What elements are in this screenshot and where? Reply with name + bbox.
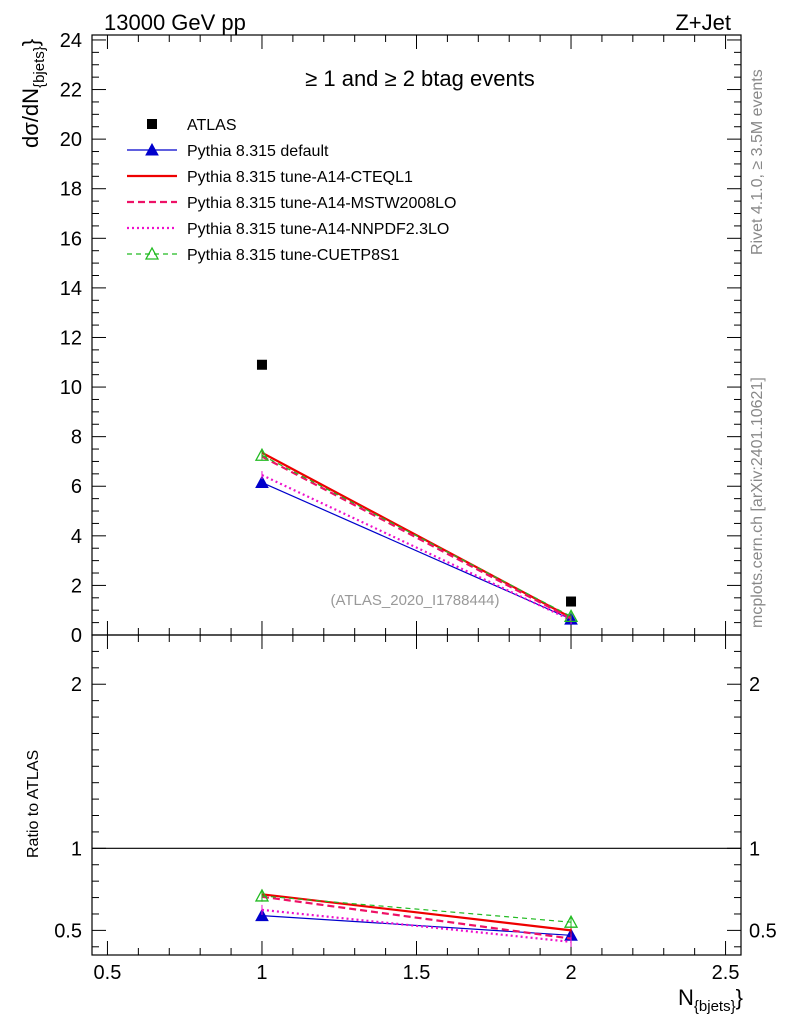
x-axis-label: N{bjets}} (678, 985, 743, 1015)
series-4-ratio-line (261, 895, 572, 923)
ratio-y-tick-label: 2 (71, 674, 82, 696)
ratio-plot-frame (91, 634, 742, 956)
mcplots-side-label: mcplots.cern.ch [arXiv:2401.10621] (749, 377, 766, 628)
y-label-main: dσ/dN (18, 88, 43, 148)
ratio-y-tick-label-right: 1 (749, 838, 760, 860)
y-tick-label: 14 (60, 278, 82, 300)
y-tick-label: 8 (71, 427, 82, 449)
y-tick-label: 10 (60, 377, 82, 399)
x-label-main: N (678, 985, 694, 1010)
y-tick-label: 20 (60, 129, 82, 151)
series-4-ratio-point (563, 914, 579, 928)
series-1-ratio-line (261, 893, 572, 932)
series-0-ratio-point (255, 908, 269, 922)
series-4-line (261, 454, 572, 617)
plot-title: ≥ 1 and ≥ 2 btag events (305, 66, 535, 91)
y-tick-label: 24 (60, 30, 82, 52)
y-label-end: } (18, 39, 43, 46)
atlas-data-point (256, 359, 267, 370)
y-axis-label: dσ/dN{bjets}} (18, 39, 48, 148)
legend-atlas-label: ATLAS (187, 117, 237, 134)
y-tick-label: 0 (71, 625, 82, 647)
legend-label-2: Pythia 8.315 tune-A14-MSTW2008LO (187, 195, 456, 212)
right-title: Z+Jet (675, 10, 731, 35)
x-tick-label: 2.5 (712, 962, 740, 984)
series-4-point (563, 609, 579, 623)
series-3-line (261, 474, 572, 622)
legend-marker-4 (144, 246, 160, 260)
x-tick-label: 0.5 (94, 962, 122, 984)
x-label-sub: {bjets} (694, 998, 736, 1015)
ratio-y-tick-label-right: 2 (749, 674, 760, 696)
y-tick-label: 18 (60, 179, 82, 201)
series-4-ratio-point (254, 888, 270, 902)
ratio-y-tick-label: 0.5 (54, 920, 82, 942)
legend-marker-0 (145, 142, 159, 156)
y-tick-label: 22 (60, 80, 82, 102)
legend-label-4: Pythia 8.315 tune-CUETP8S1 (187, 247, 400, 264)
y-tick-label: 4 (71, 526, 82, 548)
y-axis-label-text: dσ/dN{bjets}} (18, 39, 48, 148)
series-2-ratio-line (261, 895, 572, 940)
x-tick-label: 1.5 (403, 962, 431, 984)
series-0-point (255, 475, 269, 489)
series-0-line (261, 481, 572, 620)
x-label-end: } (736, 985, 743, 1010)
legend-label-1: Pythia 8.315 tune-A14-CTEQL1 (187, 169, 413, 186)
series-4-point (254, 447, 270, 461)
ratio-y-tick-label: 1 (71, 838, 82, 860)
analysis-watermark: (ATLAS_2020_I1788444) (330, 592, 499, 609)
y-label-sub: {bjets} (31, 46, 48, 88)
left-title: 13000 GeV pp (104, 10, 246, 35)
legend-atlas-marker (147, 119, 157, 129)
series-2-line (261, 455, 572, 620)
legend-label-3: Pythia 8.315 tune-A14-NNPDF2.3LO (187, 221, 449, 238)
rivet-side-label: Rivet 4.1.0, ≥ 3.5M events (749, 69, 766, 255)
y-tick-label: 16 (60, 228, 82, 250)
x-tick-label: 1 (256, 962, 267, 984)
y-tick-label: 2 (71, 575, 82, 597)
series-3-ratio-line (261, 908, 572, 943)
y-tick-label: 6 (71, 476, 82, 498)
ratio-y-tick-label-right: 0.5 (749, 920, 777, 942)
ratio-y-axis-label: Ratio to ATLAS (25, 750, 42, 858)
x-tick-label: 2 (565, 962, 576, 984)
atlas-data-point (566, 596, 577, 607)
legend-label-0: Pythia 8.315 default (187, 143, 329, 160)
y-tick-label: 12 (60, 327, 82, 349)
